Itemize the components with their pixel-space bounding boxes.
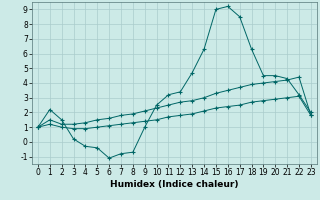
X-axis label: Humidex (Indice chaleur): Humidex (Indice chaleur) <box>110 180 239 189</box>
